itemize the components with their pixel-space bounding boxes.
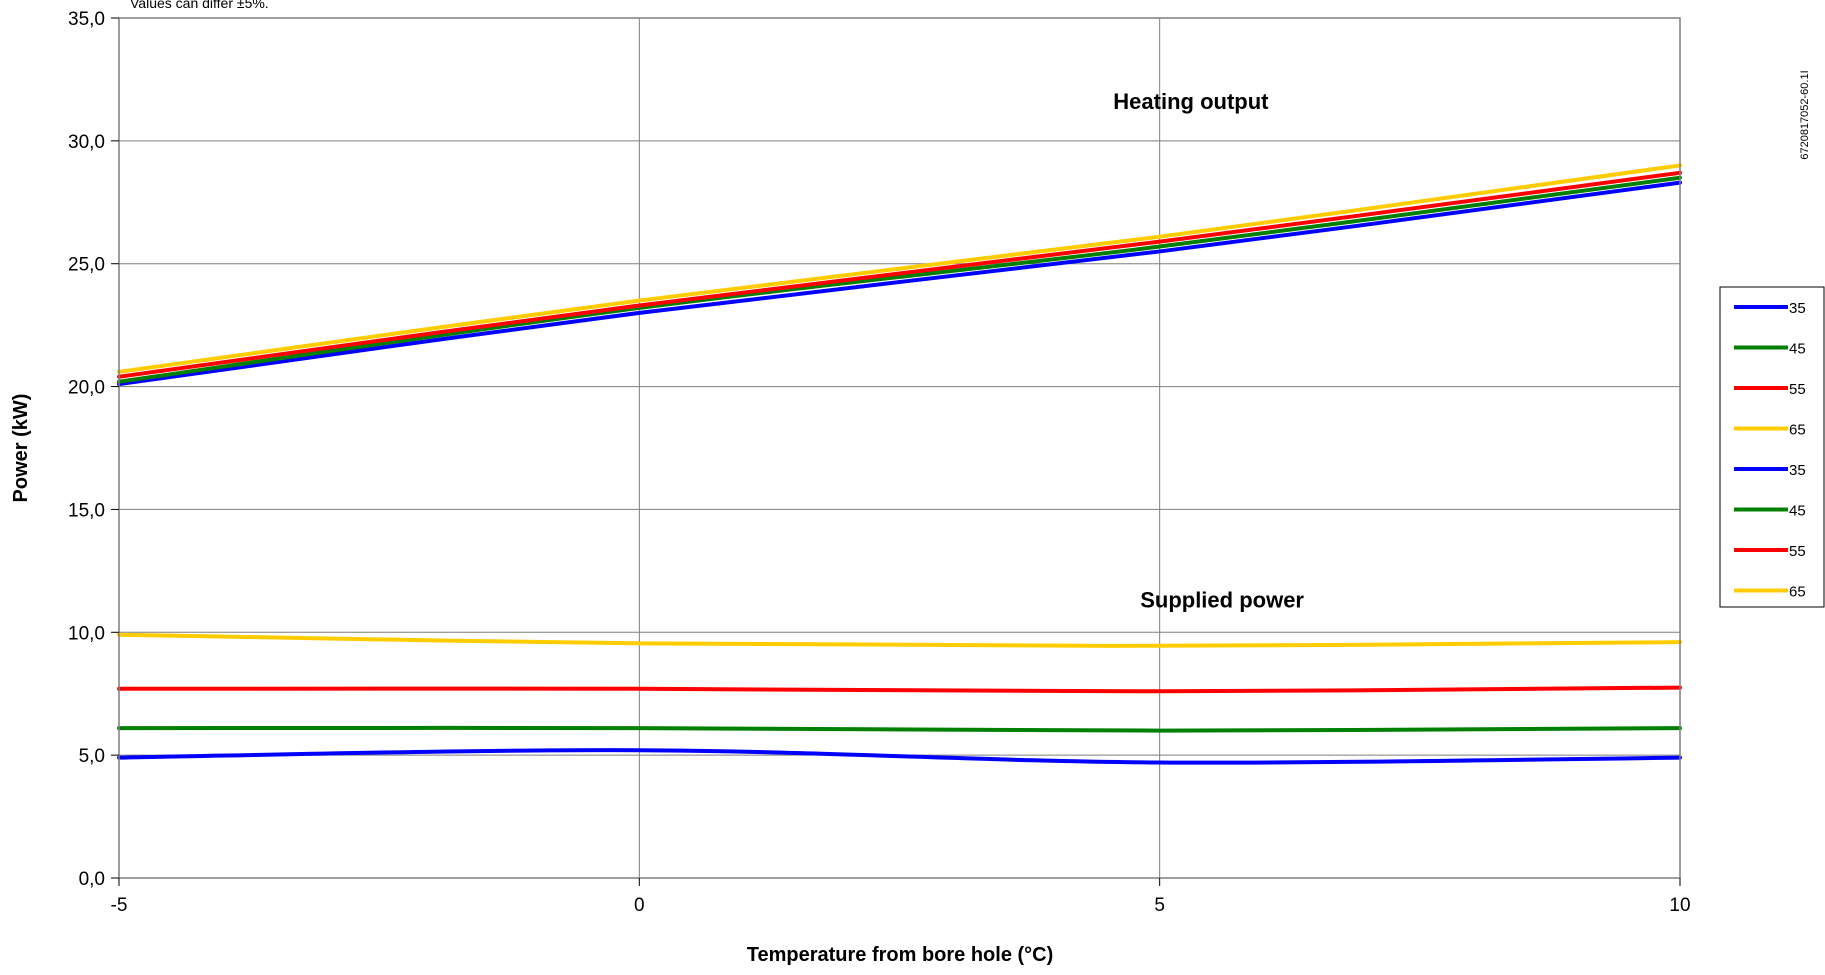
y-tick-label: 15,0 — [68, 500, 105, 521]
series-line-55 — [117, 685, 1682, 694]
note-text: Values can differ ±5%. — [130, 0, 269, 11]
legend-label: 45 — [1789, 503, 1806, 520]
y-tick-label: 0,0 — [79, 869, 105, 890]
annotations: Heating output Supplied power — [1113, 89, 1304, 613]
x-axis-ticks: -5 0 5 10 — [111, 878, 1691, 916]
x-tick-label: 0 — [634, 895, 645, 916]
legend-label: 35 — [1789, 462, 1806, 479]
annotation-label: Supplied power — [1140, 588, 1304, 613]
y-axis-ticks: 0,0 5,0 10,0 15,0 20,0 25,0 30,0 35,0 — [68, 9, 119, 890]
x-axis-title: Temperature from bore hole (°C) — [747, 944, 1054, 966]
legend-label: 55 — [1789, 381, 1806, 398]
x-tick-label: 5 — [1154, 895, 1165, 916]
legend-frame — [1719, 286, 1825, 608]
legend-label: 65 — [1789, 584, 1806, 601]
legend-label: 35 — [1789, 300, 1806, 317]
legend-label: 45 — [1789, 341, 1806, 358]
series-line-35 — [117, 180, 1682, 387]
y-axis-title: Power (kW) — [10, 394, 32, 503]
grid-lines — [118, 17, 1681, 879]
x-tick-label: -5 — [111, 895, 128, 916]
legend-label: 65 — [1789, 422, 1806, 439]
series-lines — [117, 163, 1682, 765]
series-line-45 — [117, 175, 1682, 384]
y-tick-label: 10,0 — [68, 623, 105, 644]
annotation-label: Heating output — [1113, 89, 1269, 114]
series-line-65 — [117, 632, 1682, 648]
series-line-55 — [117, 170, 1682, 379]
legend: 35 45 55 65 35 45 55 65 — [1719, 286, 1825, 608]
series-line-35 — [117, 748, 1682, 765]
plot-area-frame — [118, 17, 1681, 879]
legend-label: 55 — [1789, 543, 1806, 560]
y-tick-label: 30,0 — [68, 132, 105, 153]
series-line-65 — [117, 163, 1682, 374]
y-tick-label: 35,0 — [68, 9, 105, 30]
y-tick-label: 25,0 — [68, 255, 105, 276]
x-tick-label: 10 — [1669, 895, 1690, 916]
y-tick-label: 20,0 — [68, 378, 105, 399]
document-id: 6720817052-60.1I — [1799, 70, 1811, 159]
y-tick-label: 5,0 — [79, 746, 105, 767]
series-line-45 — [117, 725, 1682, 733]
